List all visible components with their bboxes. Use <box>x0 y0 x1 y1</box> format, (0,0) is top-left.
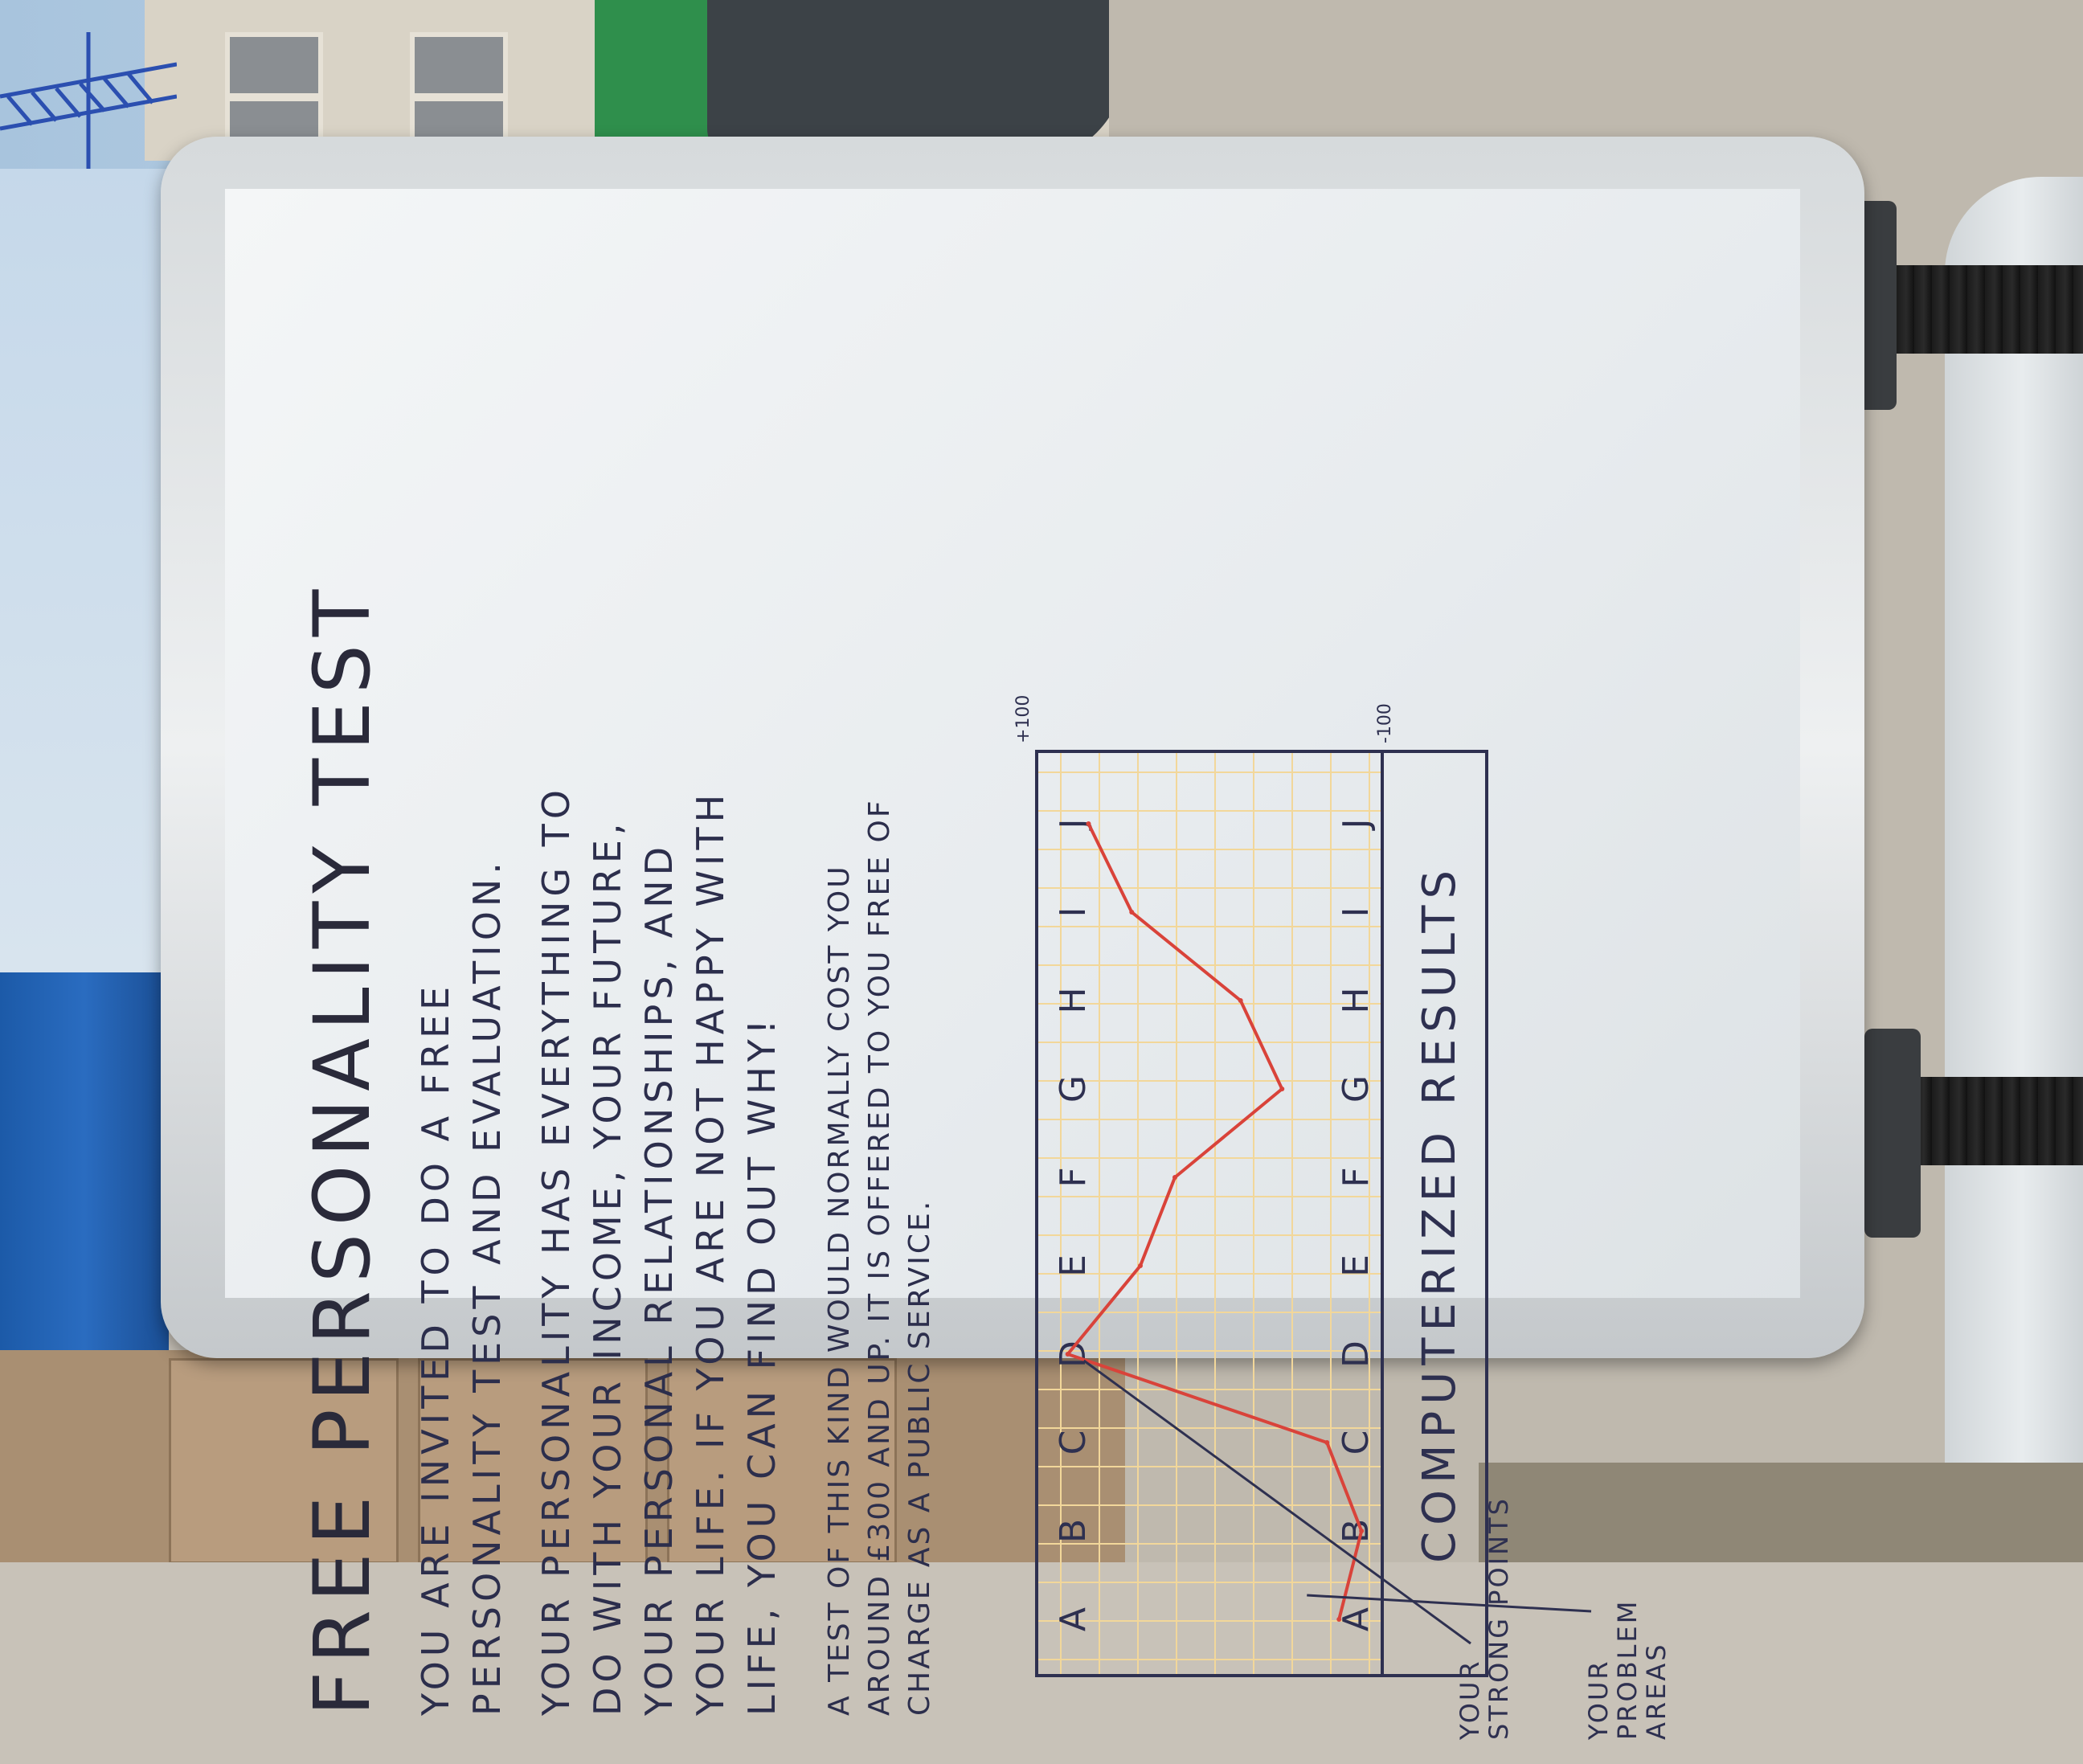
problem-areas-annotation: PROBLEM <box>1612 1599 1643 1740</box>
building-window <box>225 32 323 98</box>
top-category-label: A <box>1053 1607 1094 1631</box>
post-clamp <box>1864 1029 1921 1238</box>
bottom-category-label: J <box>1336 819 1377 832</box>
top-category-label: E <box>1053 1254 1094 1277</box>
top-category-label: I <box>1053 907 1094 918</box>
strong-points-annotation: STRONG POINTS <box>1483 1496 1514 1740</box>
wall-panel <box>169 1358 399 1562</box>
chart-footer-label: COMPUTERIZED RESULTS <box>1414 864 1466 1563</box>
data-point <box>1359 1529 1365 1533</box>
y-tick-label: +100 <box>1013 695 1033 743</box>
top-category-label: G <box>1053 1075 1094 1103</box>
data-point <box>1336 1617 1342 1622</box>
top-category-label: B <box>1053 1519 1094 1543</box>
building-window <box>410 32 508 98</box>
results-chart: A B C D E F G H I J A B C D E F G H I J +100 -100 COMPUTERIZED… <box>225 655 1800 1764</box>
board-post <box>1897 1077 2083 1165</box>
bottom-category-label: I <box>1336 907 1377 918</box>
strong-points-annotation: YOUR <box>1455 1659 1485 1741</box>
data-point <box>1279 1087 1285 1091</box>
board-post <box>1897 265 2083 354</box>
bottom-category-label: H <box>1336 987 1377 1013</box>
bottom-category-label: F <box>1336 1167 1377 1187</box>
data-point <box>1138 1263 1143 1268</box>
sky <box>0 169 185 972</box>
whiteboard: FREE PERSONALITY TEST You are invited to… <box>225 189 1800 1741</box>
problem-areas-annotation: AREAS <box>1641 1642 1672 1740</box>
bottom-category-label: E <box>1336 1254 1377 1277</box>
data-point <box>1238 998 1243 1003</box>
bottom-category-label: B <box>1336 1519 1377 1543</box>
data-point <box>1065 1352 1070 1357</box>
whiteboard-content: FREE PERSONALITY TEST You are invited to… <box>225 582 1800 1764</box>
top-category-label: C <box>1053 1430 1094 1455</box>
top-category-label: J <box>1053 819 1094 832</box>
data-point <box>1129 910 1135 915</box>
data-point <box>1324 1440 1330 1445</box>
top-category-label: F <box>1053 1167 1094 1187</box>
parked-car <box>707 0 1125 161</box>
stone-ledge <box>1479 1463 2083 1562</box>
data-point <box>1086 821 1091 826</box>
y-tick-label: -100 <box>1375 703 1395 743</box>
metal-drum <box>1945 177 2083 1562</box>
data-point <box>1172 1175 1177 1180</box>
bottom-category-label: D <box>1336 1340 1377 1368</box>
crane <box>0 32 177 169</box>
blue-wall <box>0 972 169 1350</box>
problem-areas-annotation: YOUR <box>1583 1659 1614 1741</box>
bottom-category-label: C <box>1336 1430 1377 1455</box>
series-line <box>1066 823 1364 1620</box>
bottom-category-label: G <box>1336 1075 1377 1103</box>
top-category-label: H <box>1053 987 1094 1013</box>
